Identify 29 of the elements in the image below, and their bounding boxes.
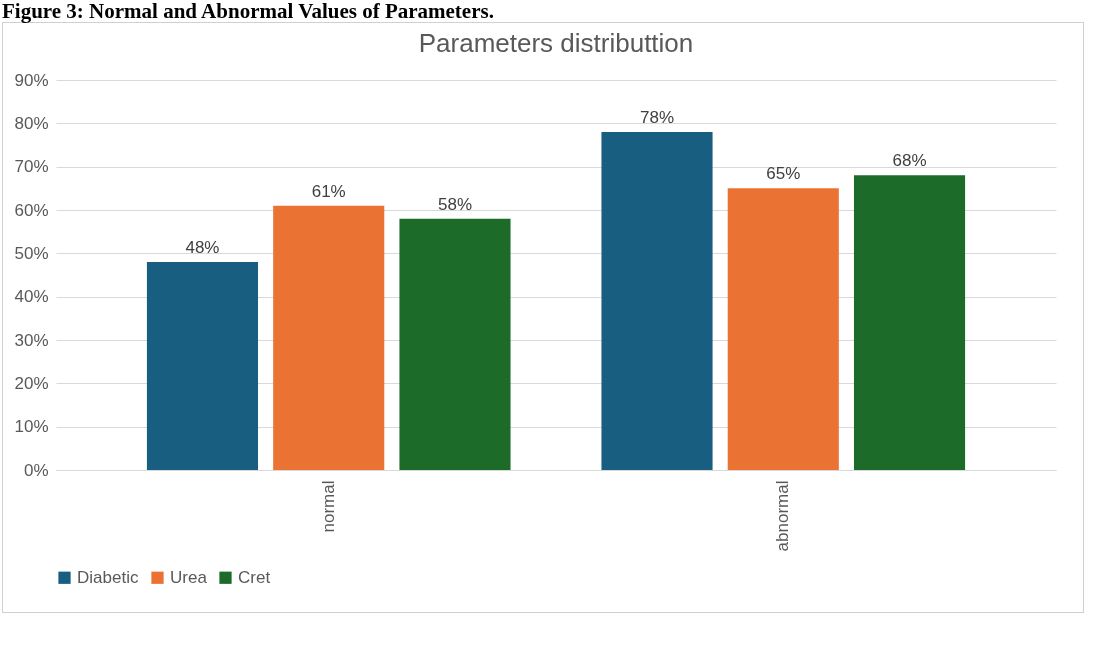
legend-label: Diabetic bbox=[77, 567, 139, 587]
data-label: 58% bbox=[437, 194, 473, 214]
legend-label: Urea bbox=[170, 567, 208, 587]
bar bbox=[146, 262, 259, 470]
y-tick-label: 70% bbox=[14, 157, 49, 177]
y-tick-label: 50% bbox=[14, 243, 49, 263]
y-tick-label: 20% bbox=[14, 373, 49, 393]
legend-label: Cret bbox=[238, 567, 271, 587]
bar bbox=[727, 188, 839, 470]
caption: Figure 3: Normal and Abnormal Values of Parameters. bbox=[1, 0, 495, 23]
bar bbox=[853, 175, 966, 470]
data-label: 48% bbox=[185, 238, 220, 257]
chart-title: Parameters distributtion bbox=[418, 28, 694, 58]
y-tick-label: 60% bbox=[14, 200, 49, 220]
y-tick-label: 0% bbox=[23, 460, 49, 480]
x-tick-label: abnormal bbox=[773, 480, 793, 552]
data-label: 68% bbox=[892, 151, 927, 171]
y-tick-label: 10% bbox=[14, 417, 49, 437]
y-tick-label: 40% bbox=[14, 287, 49, 307]
y-tick-label: 30% bbox=[14, 330, 49, 350]
data-label: 78% bbox=[639, 108, 675, 127]
bar bbox=[399, 218, 511, 470]
y-tick-label: 90% bbox=[14, 70, 49, 90]
bar bbox=[601, 132, 713, 470]
x-tick-label: normal bbox=[318, 480, 338, 533]
data-label: 65% bbox=[766, 164, 801, 184]
y-tick-label: 80% bbox=[14, 113, 49, 133]
bar bbox=[273, 205, 385, 470]
data-label: 61% bbox=[311, 181, 346, 201]
